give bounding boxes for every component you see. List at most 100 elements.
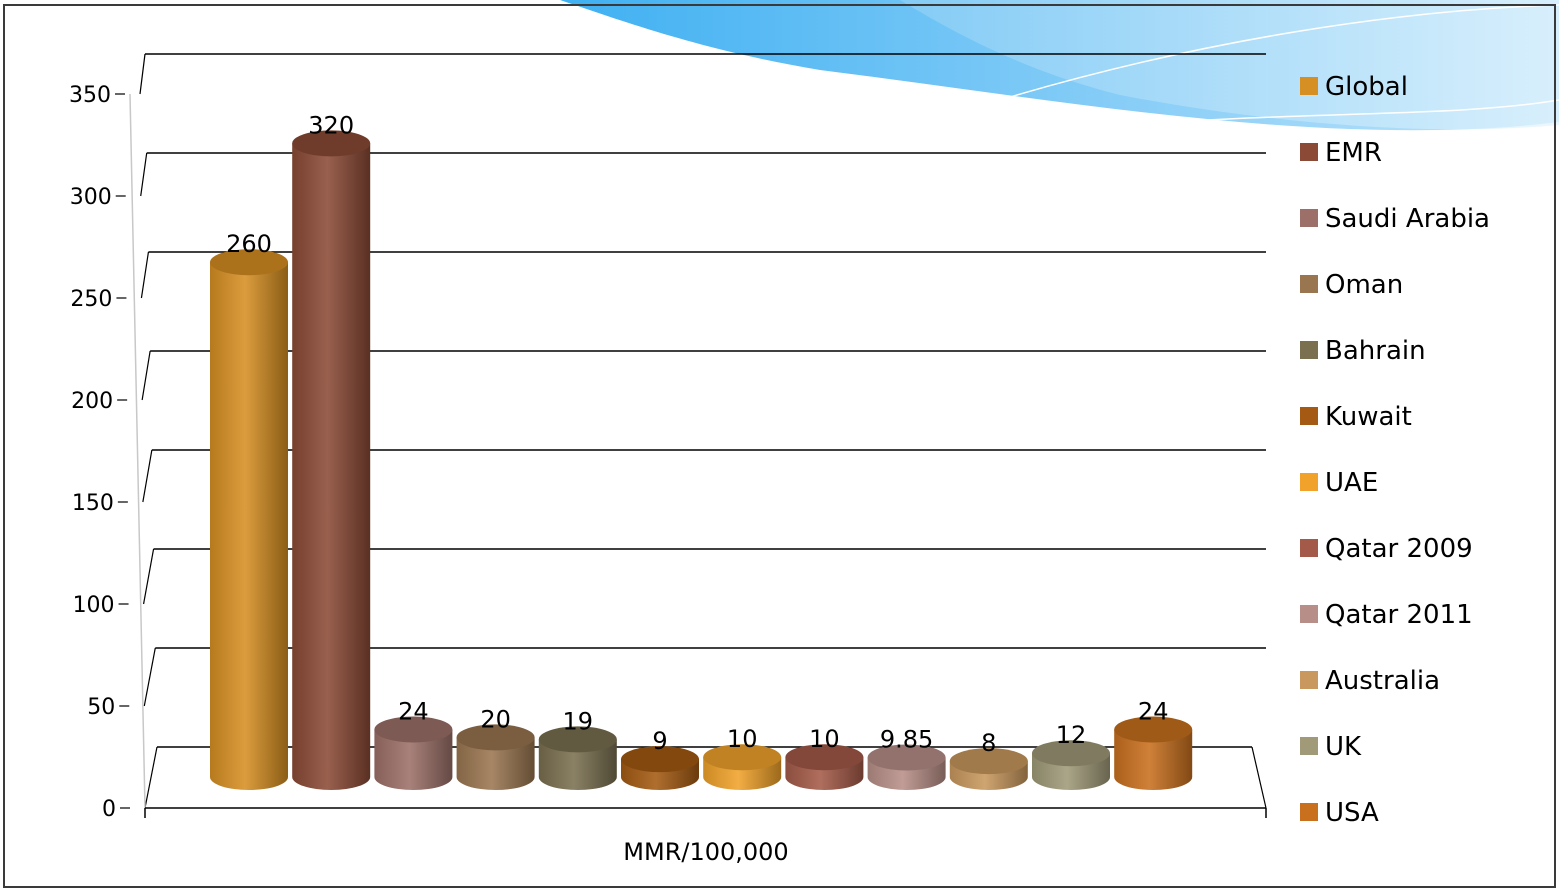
wall-diagonal bbox=[142, 449, 153, 503]
data-label: 10 bbox=[809, 725, 840, 753]
legend-label: Bahrain bbox=[1325, 336, 1426, 366]
legend-label: UK bbox=[1325, 732, 1362, 762]
bar-top bbox=[703, 744, 782, 771]
y-tick-label: 350 bbox=[69, 83, 111, 108]
bar-top bbox=[785, 744, 864, 771]
legend-label: Global bbox=[1325, 72, 1408, 102]
wall-diagonal bbox=[139, 53, 146, 95]
bar-body bbox=[538, 739, 617, 791]
bar-top bbox=[621, 746, 699, 773]
legend-label: Kuwait bbox=[1325, 402, 1412, 432]
legend-label: Qatar 2011 bbox=[1325, 600, 1473, 630]
bar-global bbox=[210, 249, 288, 790]
data-label: 24 bbox=[1138, 697, 1169, 725]
bar-top bbox=[210, 249, 288, 276]
legend-label: Qatar 2009 bbox=[1325, 534, 1473, 564]
y-axis-line bbox=[129, 93, 146, 809]
wall-diagonal bbox=[141, 350, 151, 401]
y-tick-label: 100 bbox=[73, 593, 115, 618]
bar-body bbox=[374, 729, 453, 791]
bar-top bbox=[374, 716, 453, 743]
legend-swatch bbox=[1300, 803, 1318, 821]
legend-item: Bahrain bbox=[1300, 336, 1426, 366]
data-label: 10 bbox=[727, 725, 758, 753]
wall-diagonal bbox=[143, 647, 156, 707]
bar-body bbox=[292, 143, 371, 790]
legend-label: EMR bbox=[1325, 138, 1382, 168]
y-tick-label: 250 bbox=[70, 287, 112, 312]
bar-body bbox=[456, 737, 535, 791]
legend-item: Kuwait bbox=[1300, 402, 1412, 432]
data-label: 12 bbox=[1056, 721, 1087, 749]
legend-item: Global bbox=[1300, 72, 1408, 102]
legend-item: Qatar 2011 bbox=[1300, 600, 1473, 630]
legend-item: Qatar 2009 bbox=[1300, 534, 1473, 564]
legend-swatch bbox=[1300, 737, 1318, 755]
bar-usa bbox=[1114, 716, 1193, 791]
legend-swatch bbox=[1300, 605, 1318, 623]
bar-kuwait bbox=[621, 746, 699, 790]
wall-diagonal bbox=[140, 152, 148, 197]
legend-swatch bbox=[1300, 407, 1318, 425]
slide-border bbox=[3, 4, 1556, 888]
data-labels: 260 320 24 20 19 9 10 10 9.85 8 12 24 bbox=[226, 111, 1168, 757]
background-swoosh bbox=[560, 0, 1559, 131]
y-tick-label: 0 bbox=[102, 797, 116, 822]
bar-top bbox=[867, 744, 946, 771]
bar-uae bbox=[703, 744, 782, 791]
bar-body bbox=[210, 262, 288, 790]
y-tick-label: 150 bbox=[72, 491, 114, 516]
data-label: 19 bbox=[563, 707, 594, 735]
legend-swatch bbox=[1300, 539, 1318, 557]
bar-uk bbox=[1032, 740, 1110, 790]
bars bbox=[210, 130, 1193, 791]
y-tick-label: 300 bbox=[70, 185, 112, 210]
bar-australia bbox=[949, 748, 1028, 790]
legend: Global EMR Saudi Arabia Oman Bahrain Kuwait UA… bbox=[1300, 72, 1490, 828]
legend-swatch bbox=[1300, 671, 1318, 689]
data-label: 9 bbox=[652, 727, 667, 755]
legend-label: UAE bbox=[1325, 468, 1378, 498]
legend-item: EMR bbox=[1300, 138, 1382, 168]
bar-top bbox=[292, 130, 371, 157]
legend-swatch bbox=[1300, 341, 1318, 359]
bar-body bbox=[1114, 729, 1193, 791]
wall-diagonal bbox=[140, 251, 150, 299]
legend-swatch bbox=[1300, 275, 1318, 293]
bar-top bbox=[1114, 716, 1193, 743]
legend-swatch bbox=[1300, 473, 1318, 491]
legend-item: Saudi Arabia bbox=[1300, 204, 1490, 234]
y-tick-label: 200 bbox=[71, 389, 113, 414]
legend-item: Oman bbox=[1300, 270, 1403, 300]
bar-top bbox=[1032, 740, 1110, 767]
legend-item: USA bbox=[1300, 798, 1379, 828]
bar-top bbox=[456, 724, 535, 751]
bar-saudi-arabia bbox=[374, 716, 453, 791]
legend-swatch bbox=[1300, 209, 1318, 227]
bar-top bbox=[538, 726, 617, 753]
legend-label: USA bbox=[1325, 798, 1379, 828]
floor-edge bbox=[1251, 746, 1267, 809]
data-label: 24 bbox=[398, 697, 429, 725]
bar-emr bbox=[292, 130, 371, 790]
bar-qatar-2009 bbox=[785, 744, 864, 791]
data-label: 320 bbox=[308, 111, 354, 139]
legend-item: Australia bbox=[1300, 666, 1440, 696]
data-label: 8 bbox=[981, 729, 996, 757]
data-label: 20 bbox=[480, 705, 511, 733]
legend-label: Saudi Arabia bbox=[1325, 204, 1490, 234]
legend-label: Oman bbox=[1325, 270, 1403, 300]
axes bbox=[129, 93, 1267, 818]
bar-qatar-2011 bbox=[867, 744, 946, 791]
legend-item: UAE bbox=[1300, 468, 1378, 498]
wall-diagonal bbox=[142, 548, 155, 605]
data-label: 260 bbox=[226, 230, 272, 258]
legend-item: UK bbox=[1300, 732, 1362, 762]
y-axis-ticks: 0 50 100 150 200 250 300 350 bbox=[69, 83, 130, 822]
wall-diagonal bbox=[144, 746, 158, 809]
bar-oman bbox=[456, 724, 535, 791]
legend-label: Australia bbox=[1325, 666, 1440, 696]
bar-bahrain bbox=[538, 726, 617, 791]
